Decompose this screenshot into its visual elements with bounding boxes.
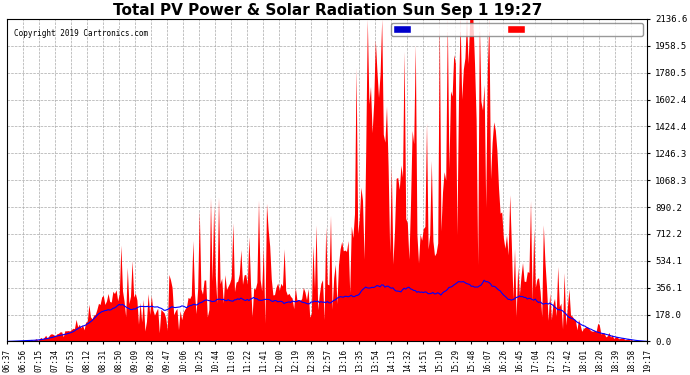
Title: Total PV Power & Solar Radiation Sun Sep 1 19:27: Total PV Power & Solar Radiation Sun Sep… [112, 3, 542, 18]
Legend: Radiation  (w/m2), PV Panels  (DC Watts): Radiation (w/m2), PV Panels (DC Watts) [391, 24, 643, 36]
Text: Copyright 2019 Cartronics.com: Copyright 2019 Cartronics.com [14, 28, 148, 38]
